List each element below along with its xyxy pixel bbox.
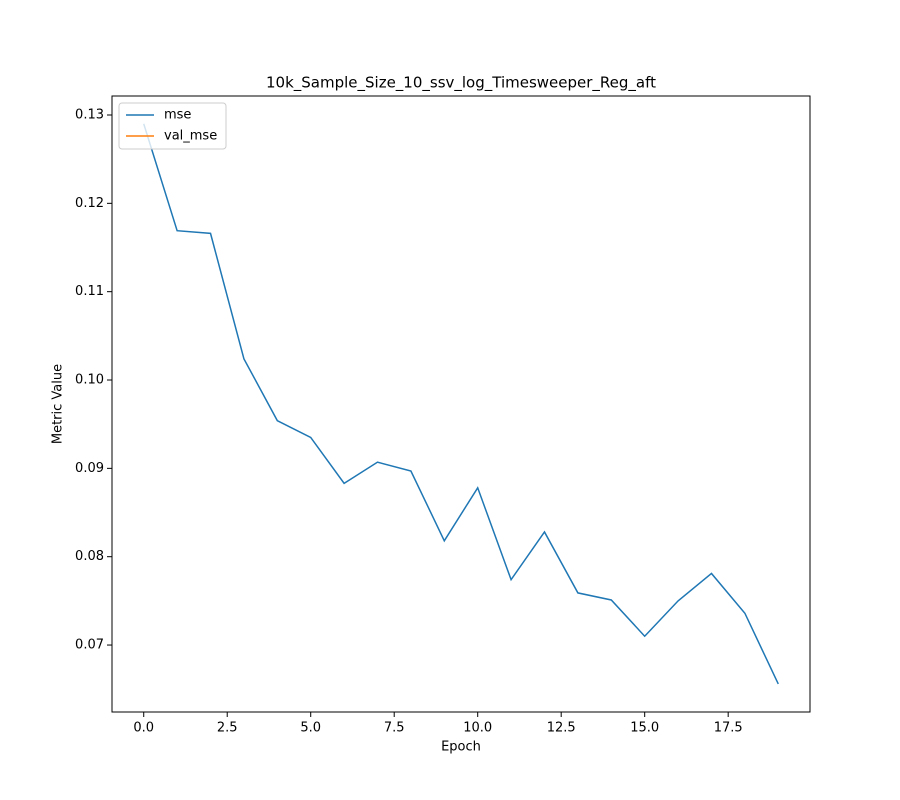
y-tick-label: 0.13	[75, 107, 104, 122]
plot-frame	[111, 95, 811, 713]
y-axis-label: Metric Value	[51, 364, 66, 444]
x-tick-label: 12.5	[547, 721, 576, 736]
x-tick-label: 0.0	[133, 721, 154, 736]
legend-label: mse	[164, 108, 191, 123]
x-tick-label: 2.5	[217, 721, 238, 736]
line-series	[143, 123, 779, 685]
y-tick-label: 0.11	[75, 284, 104, 299]
y-tick-label: 0.07	[75, 638, 104, 653]
y-tick-label: 0.12	[75, 196, 104, 211]
x-tick-label: 5.0	[300, 721, 321, 736]
x-tick-label: 17.5	[714, 721, 743, 736]
y-tick-label: 0.08	[75, 549, 104, 564]
x-tick-label: 7.5	[384, 721, 405, 736]
chart-title: 10k_Sample_Size_10_ssv_log_Timesweeper_R…	[266, 74, 656, 93]
legend-label: val_mse	[164, 129, 217, 144]
y-tick-label: 0.09	[75, 461, 104, 476]
x-tick-label: 10.0	[463, 721, 492, 736]
x-tick-label: 15.0	[630, 721, 659, 736]
x-axis-label: Epoch	[441, 740, 481, 755]
y-tick-label: 0.10	[75, 373, 104, 388]
